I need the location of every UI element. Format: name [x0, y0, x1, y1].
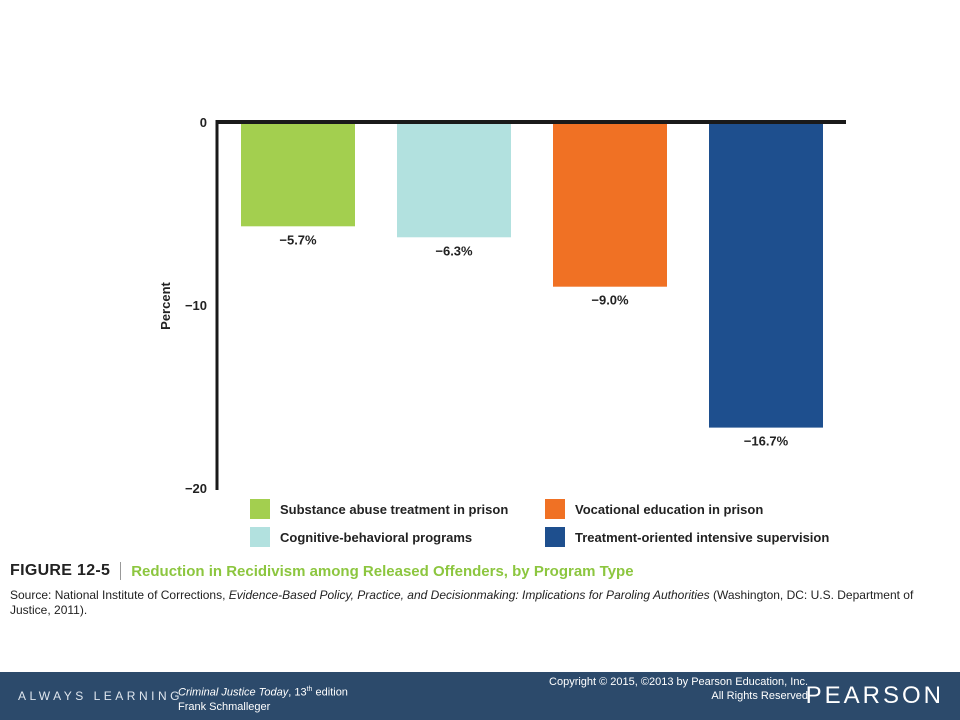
chart-legend: Substance abuse treatment in prison Cogn… [250, 497, 870, 549]
bar-value-label: −5.7% [279, 232, 317, 247]
bar-4 [709, 122, 823, 428]
rights-line: All Rights Reserved [711, 690, 808, 702]
copyright-line: Copyright © 2015, ©2013 by Pearson Educa… [549, 676, 808, 688]
legend-item-substance-abuse: Substance abuse treatment in prison [250, 499, 508, 519]
legend-swatch [250, 527, 270, 547]
legend-item-intensive-supervision: Treatment-oriented intensive supervision [545, 527, 829, 547]
bar-2 [397, 122, 511, 238]
figure-source: Source: National Institute of Correction… [10, 588, 950, 618]
book-edition-prefix: , 13 [288, 686, 307, 699]
book-edition-sup: th [306, 686, 313, 693]
bar-value-label: −6.3% [435, 243, 473, 258]
copyright-notice: Copyright © 2015, ©2013 by Pearson Educa… [488, 675, 808, 703]
bars-group [241, 122, 823, 428]
book-credit: Criminal Justice Today, 13th edition Fra… [178, 683, 348, 714]
pearson-logo: PEARSON [805, 682, 944, 709]
figure-title: Reduction in Recidivism among Released O… [131, 562, 634, 580]
source-prefix: Source: National Institute of Correction… [10, 588, 229, 602]
value-labels-group: −5.7% −6.3% −9.0% −16.7% [279, 232, 788, 448]
legend-label: Substance abuse treatment in prison [280, 501, 509, 517]
y-tick-label: 0 [200, 115, 207, 130]
legend-label: Vocational education in prison [575, 501, 764, 517]
legend-swatch [250, 499, 270, 519]
y-ticks-group: 0 −10 −20 [185, 115, 207, 496]
legend-item-vocational: Vocational education in prison [545, 499, 763, 519]
book-author: Frank Schmalleger [178, 700, 271, 713]
book-edition-suffix: edition [312, 686, 348, 699]
bar-chart: −5.7% −6.3% −9.0% −16.7% 0 −10 −20 Percent [158, 115, 846, 496]
figure-number: FIGURE 12-5 [10, 562, 111, 579]
legend-label: Treatment-oriented intensive supervision [575, 529, 830, 545]
y-axis-title: Percent [158, 281, 173, 329]
bar-value-label: −16.7% [744, 434, 789, 449]
book-title: Criminal Justice Today [178, 686, 289, 699]
y-tick-label: −20 [185, 481, 207, 496]
footer-bar: ALWAYS LEARNING Criminal Justice Today, … [0, 672, 960, 720]
bar-value-label: −9.0% [591, 293, 629, 308]
source-title: Evidence-Based Policy, Practice, and Dec… [228, 588, 710, 602]
legend-label: Cognitive-behavioral programs [280, 529, 473, 545]
legend-swatch [545, 527, 565, 547]
always-learning-tagline: ALWAYS LEARNING [18, 689, 183, 703]
y-tick-label: −10 [185, 298, 207, 313]
book-title-line: Criminal Justice Today, 13th edition [178, 683, 348, 700]
legend-item-cognitive-behavioral: Cognitive-behavioral programs [250, 527, 472, 547]
caption-divider [120, 562, 122, 580]
figure-caption: FIGURE 12-5 Reduction in Recidivism amon… [10, 560, 950, 582]
legend-swatch [545, 499, 565, 519]
bar-1 [241, 122, 355, 227]
bar-3 [553, 122, 667, 287]
source-suffix: (Washington, DC: U.S. Department of Just… [10, 588, 914, 617]
